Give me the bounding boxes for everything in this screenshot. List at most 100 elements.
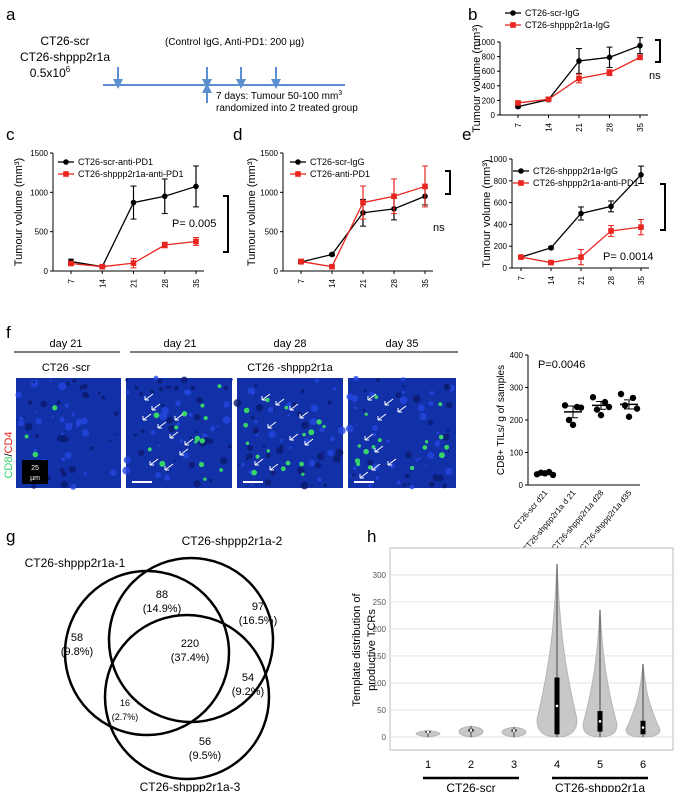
nucleus-texture <box>208 478 213 483</box>
nucleus-texture <box>362 408 366 413</box>
y-tick-label: 0 <box>274 267 279 276</box>
venn-region-pct: (14.9%) <box>143 603 182 615</box>
cd8-cell <box>181 411 188 417</box>
venn-region-count: 54 <box>242 672 254 684</box>
cd8-cell <box>354 458 361 464</box>
violin-median <box>555 704 559 708</box>
nucleus-texture <box>375 476 380 480</box>
cd8-cell <box>194 435 201 442</box>
data-point <box>422 183 428 190</box>
y-tick-label: 500 <box>35 228 49 237</box>
data-point <box>576 75 582 82</box>
x-tick-label: 35 <box>192 278 201 287</box>
nucleus-texture <box>220 457 228 465</box>
panel-label-h: h <box>367 527 376 546</box>
violin-median <box>598 720 602 723</box>
data-point <box>589 394 597 401</box>
nucleus-texture <box>407 482 410 486</box>
nucleus-texture <box>223 401 230 408</box>
legend-label: CT26-anti-PD1 <box>310 169 370 179</box>
nucleus-texture <box>429 390 435 396</box>
micrograph-row <box>15 375 456 490</box>
nucleus-texture <box>110 469 117 476</box>
y-tick-label: 250 <box>373 598 387 607</box>
nucleus-texture <box>125 390 130 395</box>
nucleus-texture <box>264 479 272 486</box>
x-tick-label: 28 <box>390 278 399 287</box>
y-tick-label: 400 <box>494 220 508 229</box>
cd8-cell <box>255 454 260 459</box>
y-tick-label: 1500 <box>260 149 278 158</box>
y-tick-label: 100 <box>373 679 387 688</box>
cell-arrowhead <box>367 396 372 401</box>
nucleus-texture <box>322 450 325 453</box>
legend-marker <box>510 10 516 16</box>
nucleus-texture <box>265 452 271 459</box>
data-point <box>549 471 557 479</box>
nucleus-texture <box>255 404 264 412</box>
data-point <box>637 42 643 49</box>
nucleus-texture <box>270 470 276 476</box>
nucleus-texture <box>60 435 68 443</box>
nucleus-texture <box>49 379 52 383</box>
nucleus-texture <box>108 439 112 442</box>
data-point <box>633 405 641 412</box>
y-tick-label: 100 <box>510 449 524 458</box>
nucleus-texture <box>445 401 453 409</box>
data-point <box>130 199 137 206</box>
nucleus-texture <box>34 410 37 413</box>
x-tick-label: 28 <box>161 278 170 287</box>
nucleus-texture <box>409 484 415 490</box>
nucleus-texture <box>233 399 242 407</box>
nucleus-texture <box>183 389 189 394</box>
x-tick-label: 5 <box>597 759 603 771</box>
y-tick-label: 500 <box>265 228 279 237</box>
nucleus-texture <box>113 411 119 417</box>
nucleus-texture <box>81 429 90 437</box>
nucleus-texture <box>33 448 38 453</box>
nucleus-texture <box>327 400 332 405</box>
cd8-cell <box>357 444 362 448</box>
cell-arrowhead <box>299 414 304 419</box>
nucleus-texture <box>64 403 70 408</box>
legend-label: CT26-scr-IgG <box>310 157 365 167</box>
venn-set-3-label: CT26-shppp2r1a-3 <box>140 780 241 792</box>
cd8-cell <box>266 449 270 453</box>
nucleus-texture <box>319 427 325 433</box>
cd8-cell <box>302 432 306 437</box>
cell-arrowhead <box>179 451 184 456</box>
venn-circle-3 <box>103 613 271 781</box>
legend-marker <box>295 171 301 177</box>
cd8-cell <box>52 405 58 411</box>
nucleus-texture <box>309 418 318 426</box>
y-tick-label: 1000 <box>489 155 507 164</box>
nucleus-texture <box>445 467 453 476</box>
nucleus-texture <box>376 378 381 383</box>
x-tick-label: CT26-shppp2r1a d 21 <box>521 488 578 554</box>
nucleus-texture <box>247 445 254 452</box>
data-point <box>621 402 629 409</box>
cell-arrow <box>261 393 271 401</box>
x-tick-label: 14 <box>547 275 556 284</box>
venn-region-pct: (2.7%) <box>112 712 139 722</box>
data-point <box>161 193 168 200</box>
x-tick-label: 21 <box>577 275 586 284</box>
data-point <box>638 172 644 178</box>
x-tick-label: 35 <box>637 275 646 284</box>
nucleus-texture <box>165 386 169 390</box>
nucleus-texture <box>157 378 163 384</box>
nucleus-texture <box>317 477 322 482</box>
nucleus-texture <box>175 400 182 407</box>
x-tick-label: 4 <box>554 759 560 771</box>
cell-dose: 0.5x106 <box>30 65 71 80</box>
nucleus-texture <box>222 416 231 424</box>
nucleus-texture <box>401 377 406 382</box>
panel-label-e: e <box>462 125 471 144</box>
x-tick-label: 7 <box>517 275 526 280</box>
chart-h-violin: 0 50 100 150 200 250 300 Template distribution … <box>351 547 674 792</box>
cell-arrowhead <box>374 448 379 453</box>
significance-bracket <box>655 39 661 63</box>
cell-arrowhead <box>304 441 309 446</box>
nucleus-texture <box>254 384 258 388</box>
